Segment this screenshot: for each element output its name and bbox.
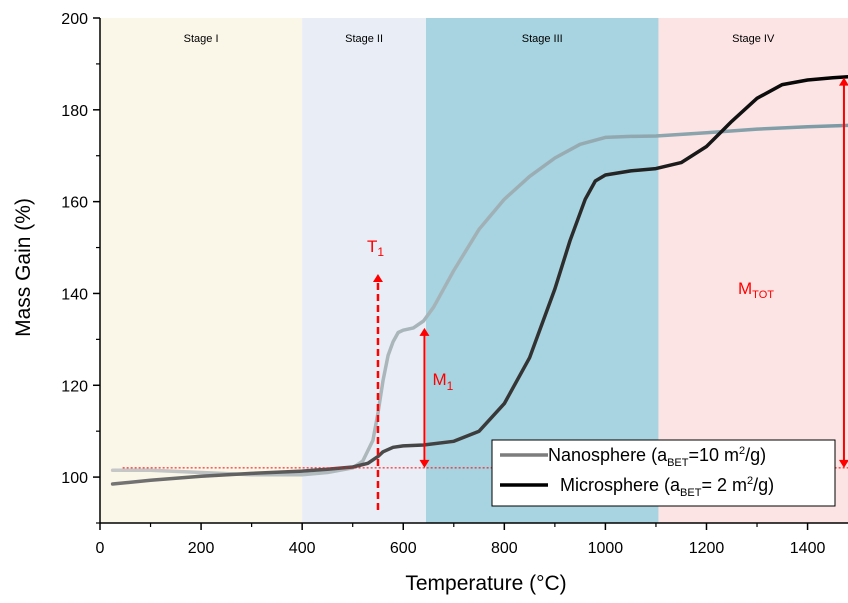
x-tick-label-1000: 1000 — [588, 540, 624, 557]
legend-text-post: /g) — [745, 445, 766, 465]
legend-text-pre: Microsphere (a — [560, 475, 681, 495]
y-axis-title: Mass Gain (%) — [12, 198, 35, 337]
stage-band-2 — [302, 18, 426, 523]
y-tick-label-120: 120 — [61, 378, 88, 395]
legend-text-sup: 2 — [739, 445, 745, 457]
mtot-arrowhead-top — [838, 77, 848, 86]
stage-bands: Stage I Stage II Stage III Stage IV — [100, 18, 848, 523]
legend-text-mid: =10 m — [688, 445, 739, 465]
x-tick-label-200: 200 — [188, 540, 215, 557]
axes: 0 200 400 600 800 1000 1200 1400100120140160180… — [12, 11, 848, 595]
legend-text-sub: BET — [667, 457, 689, 469]
y-tick-label-160: 160 — [61, 195, 88, 212]
legend-text-sup: 2 — [747, 475, 753, 487]
mtot-label-main: M — [738, 279, 752, 298]
legend-text-pre: Nanosphere (a — [548, 445, 668, 465]
t1-arrowhead — [372, 274, 383, 282]
y-tick-label-140: 140 — [61, 286, 88, 303]
x-tick-label-400: 400 — [289, 540, 316, 557]
legend-label-microsphere: Microsphere (aBET= 2 m2/g) — [560, 475, 774, 499]
m1-label-main: M — [432, 370, 446, 389]
t1-label-main: T — [367, 237, 377, 256]
y-tick-label-200: 200 — [61, 11, 88, 28]
x-tick-label-1400: 1400 — [790, 540, 826, 557]
mtot-label: MTOT — [738, 279, 774, 301]
y-tick-label-180: 180 — [61, 103, 88, 120]
stage-band-3 — [425, 18, 659, 523]
t1-label-sub: 1 — [377, 245, 384, 259]
stage-label-4: Stage IV — [732, 33, 775, 45]
m1-arrowhead-top — [419, 327, 430, 336]
stage-band-1 — [100, 18, 303, 523]
legend-text-post: /g) — [753, 475, 774, 495]
legend: Nanosphere (aBET=10 m2/g)Microsphere (aB… — [491, 439, 836, 507]
x-tick-label-1200: 1200 — [689, 540, 725, 557]
stage-label-2: Stage II — [345, 33, 383, 45]
m1-label: M1 — [432, 370, 453, 393]
series-line-nanosphere — [110, 123, 848, 477]
x-tick-label-600: 600 — [390, 540, 417, 557]
mtot-arrowhead-bottom — [838, 459, 848, 468]
m1-arrowhead-bottom — [419, 459, 430, 468]
stage-label-1: Stage I — [184, 33, 219, 45]
legend-text-sub: BET — [680, 487, 702, 499]
series-line-microsphere — [110, 75, 848, 486]
x-tick-label-0: 0 — [96, 540, 105, 557]
x-tick-label-800: 800 — [491, 540, 518, 557]
legend-label-nanosphere: Nanosphere (aBET=10 m2/g) — [548, 445, 766, 469]
mtot-label-sub: TOT — [752, 289, 774, 301]
legend-text-mid: = 2 m — [701, 475, 747, 495]
stage-label-3: Stage III — [522, 33, 563, 45]
series-layer — [110, 75, 848, 486]
x-axis-title: Temperature (°C) — [405, 572, 566, 595]
y-tick-label-100: 100 — [61, 470, 88, 487]
legend-box — [491, 439, 836, 507]
m1-label-sub: 1 — [447, 379, 454, 393]
t1-label: T1 — [367, 237, 384, 259]
